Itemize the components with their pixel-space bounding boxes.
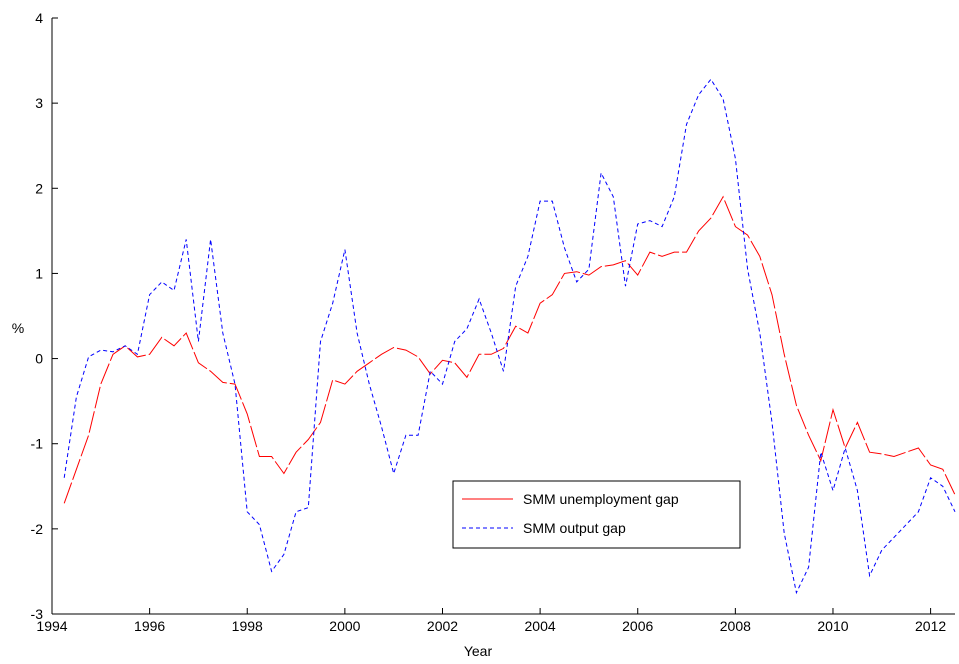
x-axis-label: Year — [464, 643, 493, 659]
series-line-unemployment-gap — [63, 195, 956, 504]
legend-box — [452, 480, 741, 549]
x-tick-label-2012: 2012 — [915, 618, 946, 634]
y-tick-label-1: 1 — [35, 265, 43, 281]
y-tick-label--2: -2 — [31, 521, 44, 537]
y-tick-label--3: -3 — [31, 606, 44, 622]
y-tick-label-0: 0 — [35, 351, 43, 367]
y-tick-label-4: 4 — [35, 10, 43, 26]
y-tick-label--1: -1 — [31, 436, 44, 452]
y-tick-label-2: 2 — [35, 180, 43, 196]
legend: SMM unemployment gap SMM output gap — [452, 480, 741, 549]
x-tick-label-2004: 2004 — [525, 618, 556, 634]
y-tick-label-3: 3 — [35, 95, 43, 111]
series-layer — [63, 78, 956, 595]
ticks-layer: 1994 1996 1998 2000 2002 2004 2006 2008 2010 2012… — [31, 10, 947, 634]
axes-layer — [51, 18, 955, 615]
x-tick-label-1998: 1998 — [232, 618, 263, 634]
legend-label-output-gap: SMM output gap — [523, 520, 626, 536]
x-tick-label-2008: 2008 — [720, 618, 751, 634]
x-tick-label-2000: 2000 — [329, 618, 360, 634]
x-tick-label-2002: 2002 — [427, 618, 458, 634]
y-axis-label: % — [12, 320, 24, 336]
x-tick-label-2010: 2010 — [817, 618, 848, 634]
x-tick-label-1994: 1994 — [36, 618, 67, 634]
x-tick-label-1996: 1996 — [134, 618, 165, 634]
x-tick-label-2006: 2006 — [622, 618, 653, 634]
legend-label-unemployment-gap: SMM unemployment gap — [523, 491, 679, 507]
